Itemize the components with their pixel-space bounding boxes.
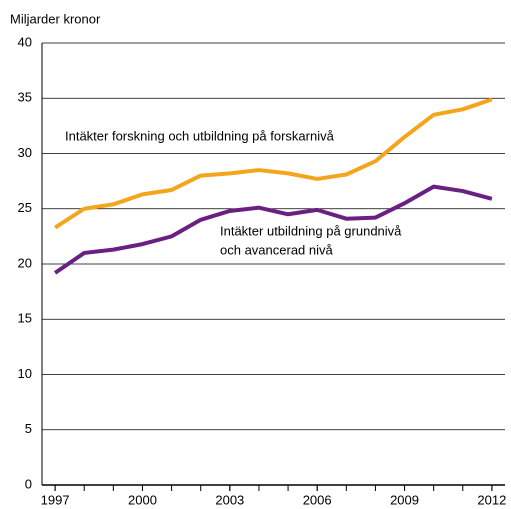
annotation: Intäkter utbildning på grundnivå <box>220 223 402 238</box>
x-tick-label: 2009 <box>390 492 419 507</box>
annotation: och avancerad nivå <box>220 242 334 257</box>
series-line <box>53 184 493 275</box>
x-tick-label: 2012 <box>477 492 506 507</box>
y-tick-label: 35 <box>18 90 32 105</box>
y-tick-label: 15 <box>18 311 32 326</box>
y-tick-label: 0 <box>25 476 32 491</box>
y-tick-label: 10 <box>18 366 32 381</box>
x-tick-label: 2006 <box>303 492 332 507</box>
y-tick-label: 30 <box>18 145 32 160</box>
annotation: Intäkter forskning och utbildning på for… <box>65 128 335 143</box>
y-axis-label: Miljarder kronor <box>10 11 101 26</box>
x-tick-label: 2000 <box>128 492 157 507</box>
x-tick-label: 2003 <box>215 492 244 507</box>
y-tick-label: 25 <box>18 200 32 215</box>
x-tick-label: 1997 <box>41 492 70 507</box>
y-tick-label: 20 <box>18 255 32 270</box>
y-tick-label: 40 <box>18 34 32 49</box>
y-tick-label: 5 <box>25 421 32 436</box>
series-line <box>54 97 493 230</box>
